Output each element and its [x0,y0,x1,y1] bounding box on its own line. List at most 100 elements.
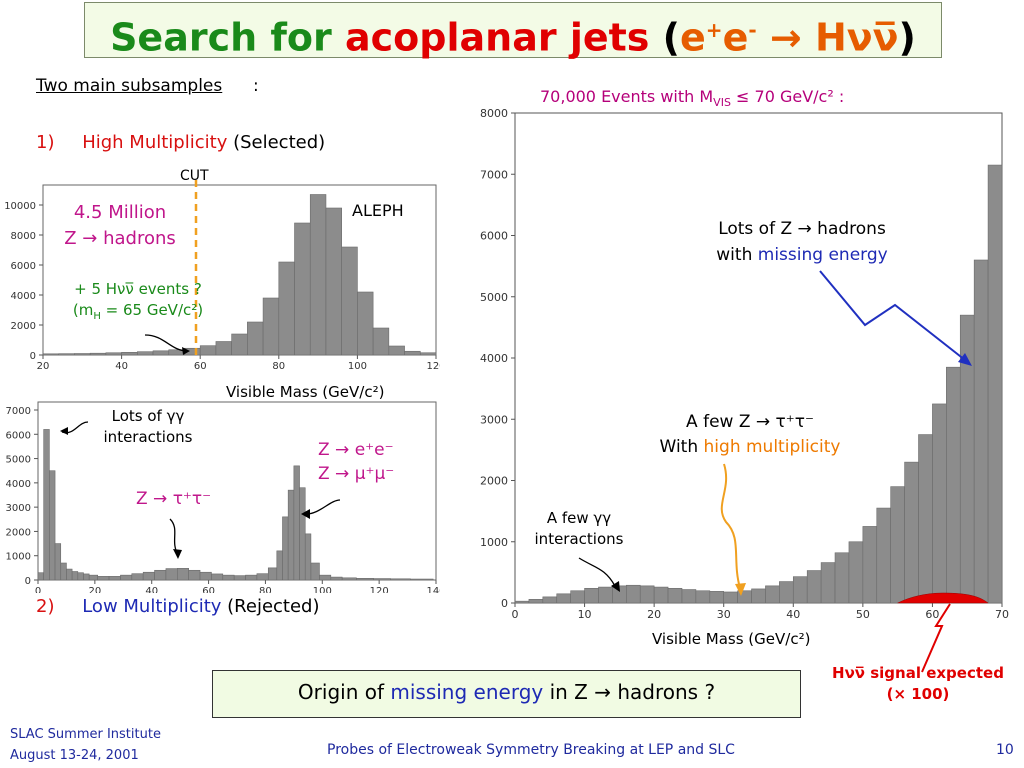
histogram-bar [918,434,933,604]
mvis-histogram: 0 1000 2000 3000 4000 5000 6000 7000 8000 0 10 20 30… [480,107,1009,621]
histogram-bar [341,577,357,581]
lots-z-hadrons-label: Lots of Z → hadrons with missing energy [716,219,888,265]
signal-pointer-arrow [921,603,951,673]
bottom-hist-axis: 0 1000 2000 3000 4000 5000 6000 7000 0 20 40 60 80 10… [6,406,440,593]
histogram-bar [58,353,75,356]
histogram-bar [695,590,711,604]
histogram-bar [862,526,878,604]
histogram-bar [904,461,919,604]
x-tick-label: 0 [512,608,519,621]
histogram-bar [542,596,558,604]
y-tick-label: 7000 [480,168,508,181]
histogram-bar [256,573,269,581]
y-tick-label: 3000 [6,503,31,514]
question-text: Origin of missing energy in Z → hadrons … [297,680,716,704]
y-tick-label: 0 [25,576,31,587]
ztautau-pointer-arrow [169,518,182,559]
histogram-bar [88,574,98,581]
signal-expected-label: Hνν̅ signal expected (× 100) [832,664,1004,703]
histogram-bar [66,568,73,581]
histogram-bar [848,541,864,604]
x-tick-label: 20 [647,608,661,621]
y-tick-label: 0 [501,597,508,610]
histogram-bar [820,562,836,604]
histogram-bar [121,352,138,356]
x-tick-label: 40 [115,361,128,372]
histogram-bar [71,571,79,581]
footer-institute: SLAC Summer Institute August 13-24, 2001 [10,727,161,763]
histogram-bar [357,291,374,356]
histogram-bar [404,350,421,356]
histogram-bar [419,352,437,356]
histogram-bar [372,327,390,356]
y-tick-label: 3000 [480,413,508,426]
million-label: 4.5 Million Z → hadrons [64,202,176,249]
histogram-bar [77,572,84,581]
histogram-bar [97,576,110,581]
histogram-bar [262,297,280,356]
few-ztautau-label: A few Z → τ⁺τ⁻ With high multiplicity [659,412,841,457]
x-tick-label: 60 [194,361,207,372]
x-tick-label: 40 [786,608,800,621]
y-tick-label: 1000 [6,552,31,563]
histogram-bar [356,578,374,581]
page-number: 10 [996,742,1014,758]
y-tick-label: 4000 [480,352,508,365]
histogram-bar [267,567,278,581]
histogram-bar [373,578,391,581]
x-tick-label: 20 [88,586,101,593]
high-mult-pointer-arrow [720,463,746,596]
right-hist-xlabel: Visible Mass (GeV/c²) [652,630,811,648]
histogram-bar [890,486,905,604]
right-hist-bars [514,164,1003,604]
x-tick-label: 140 [426,586,440,593]
gg-pointer-arrow [60,421,89,435]
histogram-bar [37,572,44,581]
y-tick-label: 1000 [480,536,508,549]
few-gg-pointer-arrow [578,557,620,592]
x-tick-label: 70 [995,608,1009,621]
zll-label: Z → e⁺e⁻ Z → μ⁺μ⁻ [318,440,395,484]
gg-interactions-label: Lots of γγ interactions [103,407,193,446]
y-tick-label: 8000 [480,107,508,120]
x-tick-label: 30 [717,608,731,621]
histogram-bar [834,552,850,604]
top-hist-xlabel: Visible Mass (GeV/c²) [226,383,385,401]
histogram-bar [49,470,56,581]
histogram-bar [177,568,189,581]
y-tick-label: 6000 [11,261,36,272]
cut-label: CUT [180,168,209,184]
histogram-bar [528,599,544,604]
histogram-bar [653,586,669,604]
subsamples-heading: Two main subsamples [36,76,223,96]
histogram-bar [514,600,530,604]
x-tick-label: 120 [370,586,389,593]
histogram-bar [294,222,311,356]
histogram-bar [325,207,342,356]
y-tick-label: 2000 [6,527,31,538]
histogram-bar [105,352,122,356]
histogram-bar [792,576,808,604]
histogram-bar [410,578,434,581]
top-hist-bars [42,194,437,356]
signal-pointer-arrow [144,334,190,355]
right-hist-axis: 0 1000 2000 3000 4000 5000 6000 7000 8000 0 10 20 30… [480,107,1009,621]
x-tick-label: 60 [925,608,939,621]
y-tick-label: 10000 [4,201,36,212]
histogram-bar [154,569,167,581]
histogram-bar [639,585,655,604]
top-hist-axis: 0 2000 4000 6000 8000 10000 20 40 60 80 100 120 [4,201,440,372]
histogram-bar [287,489,295,581]
x-tick-label: 50 [856,608,870,621]
subsamples-colon: : [253,76,259,96]
histogram-bar [74,353,91,356]
item-low-multiplicity: 2) Low Multiplicity (Rejected) [36,596,320,617]
x-tick-label: 10 [578,608,592,621]
signal-expected-shape [897,592,989,604]
histogram-bar [932,403,947,604]
x-tick-label: 100 [348,361,367,372]
histogram-bar [245,574,258,581]
histogram-bar [319,574,332,581]
histogram-bar [309,194,327,356]
y-tick-label: 5000 [480,291,508,304]
